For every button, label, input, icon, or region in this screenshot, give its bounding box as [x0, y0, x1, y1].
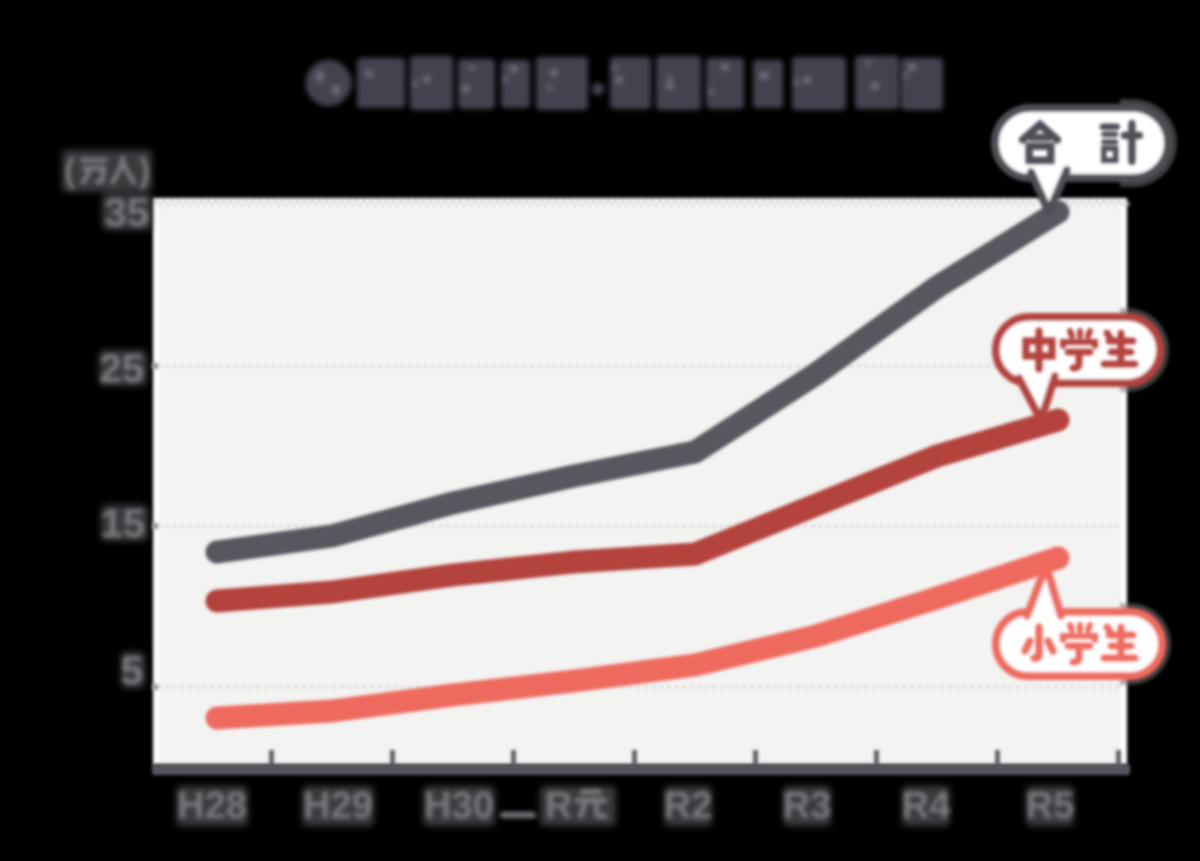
svg-text:R2: R2	[664, 785, 713, 827]
svg-text:R3: R3	[783, 785, 832, 827]
svg-text:H30: H30	[424, 785, 494, 827]
svg-text:(: (	[64, 152, 76, 190]
svg-text:35: 35	[105, 191, 150, 235]
svg-text:25: 25	[100, 347, 145, 391]
svg-text:5: 5	[121, 649, 143, 693]
svg-text:H29: H29	[303, 785, 373, 827]
svg-text:R4: R4	[902, 785, 951, 827]
svg-text:15: 15	[101, 502, 146, 546]
svg-text:H28: H28	[177, 785, 247, 827]
svg-text:R5: R5	[1026, 785, 1075, 827]
svg-text:R: R	[545, 785, 572, 827]
svg-text:): )	[139, 152, 150, 190]
